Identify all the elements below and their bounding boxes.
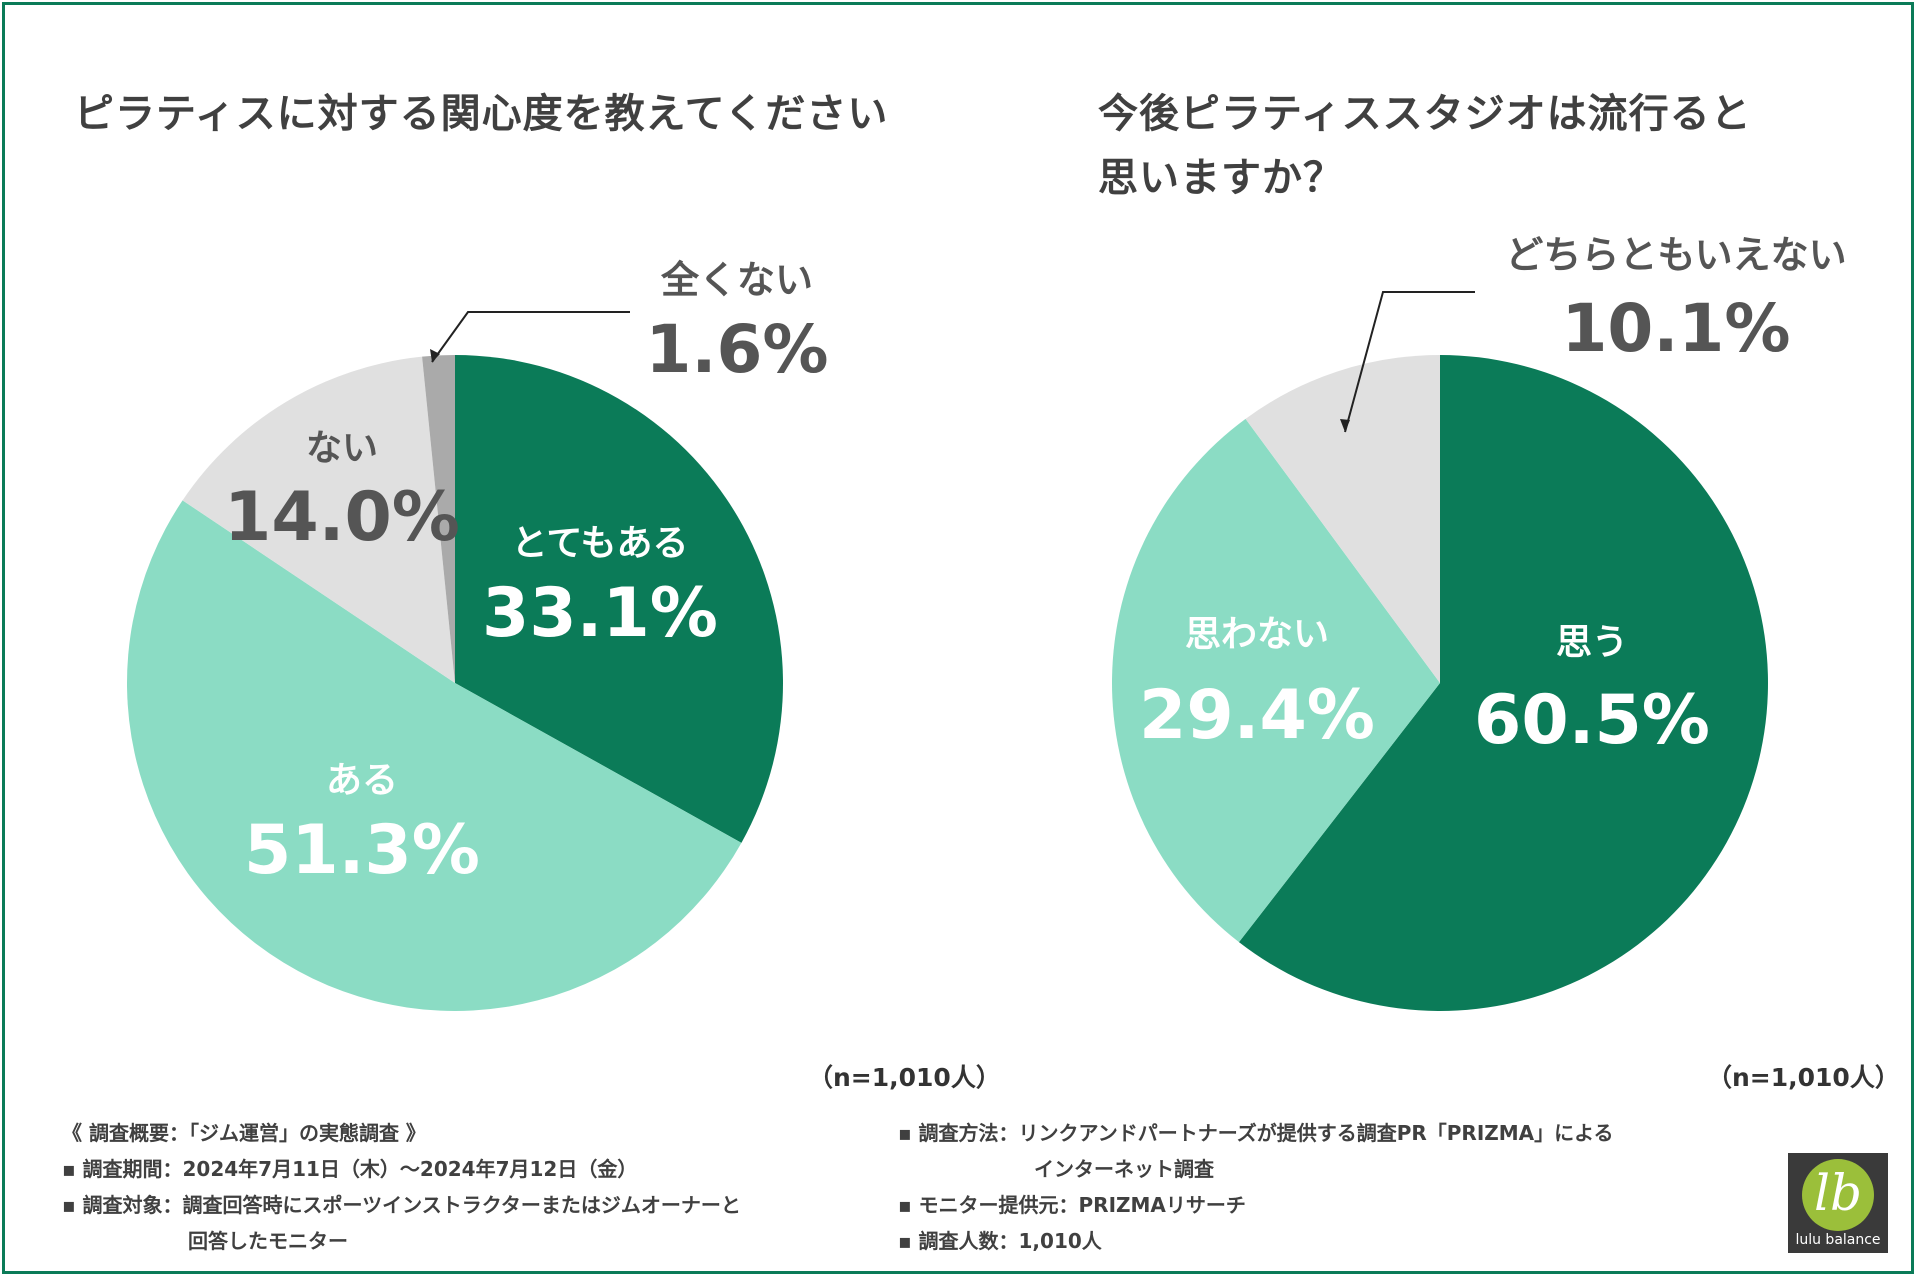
right-slice-1	[1111, 418, 1440, 943]
survey-notes-right: ▪ 調査方法：リンクアンドパートナーズが提供する調査PR「PRIZMA」による …	[898, 1115, 1758, 1259]
callout-left: 全くない 1.6%	[430, 258, 829, 388]
logo-circle	[1802, 1159, 1874, 1231]
right-slice-0-value: 60.5%	[1474, 681, 1710, 760]
left-slice-1-label: ある	[326, 760, 398, 801]
left-chart-title: ピラティスに対する関心度を教えてください	[74, 91, 889, 137]
survey-notes-left: 《 調査概要：「ジム運営」の実態調査 》 ▪ 調査期間：2024年7月11日（木…	[62, 1115, 862, 1259]
sample-size-left: （n=1,010人）	[808, 1063, 1001, 1092]
right-slice-0-label: 思う	[1556, 622, 1628, 663]
callout-left-label: 全くない	[660, 258, 813, 302]
survey-method-continued: インターネット調査	[1034, 1157, 1214, 1181]
left-slice-3	[422, 355, 455, 683]
survey-period: ▪ 調査期間：2024年7月11日（木）〜2024年7月12日（金）	[62, 1157, 638, 1181]
lulu-balance-logo: lb lulu balance	[1788, 1153, 1888, 1253]
left-slice-0	[455, 355, 784, 843]
logo-text: lulu balance	[1795, 1232, 1881, 1248]
survey-header: 《 調査概要：「ジム運営」の実態調査 》	[62, 1121, 426, 1145]
left-slice-0-value: 33.1%	[482, 574, 718, 653]
callout-right: どちらともいえない 10.1%	[1340, 233, 1847, 433]
survey-target: ▪ 調査対象：調査回答時にスポーツインストラクターまたはジムオーナーと	[62, 1193, 741, 1217]
callout-left-value: 1.6%	[645, 311, 828, 388]
left-slice-1	[127, 500, 742, 1011]
callout-right-arrowhead	[1340, 419, 1350, 432]
survey-provider: ▪ モニター提供元：PRIZMAリサーチ	[898, 1193, 1246, 1217]
callout-right-value: 10.1%	[1562, 290, 1791, 367]
right-title-line-2: 思いますか？	[1098, 155, 1344, 201]
right-slice-2	[1245, 355, 1440, 683]
callout-right-label: どちらともいえない	[1505, 233, 1846, 277]
right-chart-title: 今後ピラティススタジオは流行ると 思いますか？	[1098, 82, 1818, 210]
callout-left-line	[431, 311, 630, 363]
logo-mark: lb	[1814, 1164, 1862, 1222]
sample-size-right: （n=1,010人）	[1707, 1063, 1900, 1092]
survey-count: ▪ 調査人数：1,010人	[898, 1229, 1102, 1253]
right-title-line-1: 今後ピラティススタジオは流行ると	[1098, 91, 1752, 137]
left-slice-2-label: ない	[306, 428, 378, 469]
right-slice-1-value: 29.4%	[1139, 676, 1375, 755]
left-slice-1-value: 51.3%	[244, 811, 480, 890]
survey-method: ▪ 調査方法：リンクアンドパートナーズが提供する調査PR「PRIZMA」による	[898, 1121, 1614, 1145]
left-slice-2-value: 14.0%	[224, 478, 460, 557]
survey-target-continued: 回答したモニター	[188, 1229, 348, 1253]
left-slice-2	[182, 356, 455, 683]
left-slice-0-label: とてもある	[511, 523, 688, 564]
pie-chart-left: とてもある 33.1% ある 51.3% ない 14.0%	[127, 355, 784, 1011]
pie-chart-right: 思う 60.5% 思わない 29.4%	[1111, 355, 1768, 1011]
right-slice-1-label: 思わない	[1185, 614, 1329, 655]
callout-right-line	[1344, 291, 1475, 433]
right-slice-0	[1238, 355, 1768, 1011]
callout-left-arrowhead	[430, 349, 440, 362]
